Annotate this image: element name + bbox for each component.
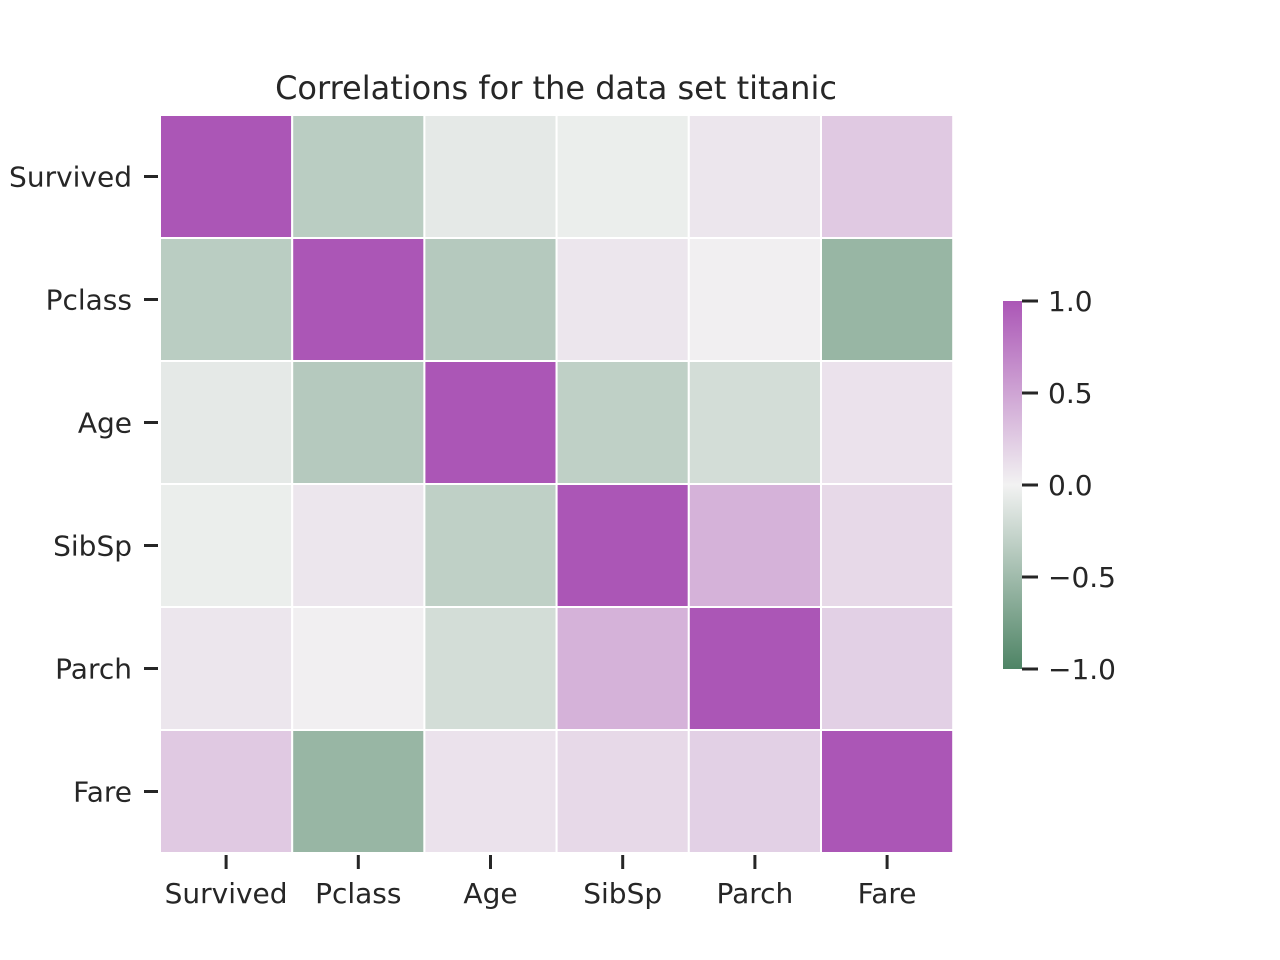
colorbar-gradient bbox=[1003, 301, 1022, 669]
y-tick-label-fare: Fare bbox=[73, 776, 132, 809]
x-tick-label-survived: Survived bbox=[165, 877, 288, 910]
heatmap-cell-survived-survived bbox=[159, 114, 294, 239]
y-tick-label-age: Age bbox=[78, 407, 132, 440]
y-tick-label-sibsp: SibSp bbox=[53, 530, 132, 563]
heatmap-cell-survived-parch bbox=[687, 114, 822, 239]
x-tick-label-sibsp: SibSp bbox=[583, 877, 662, 910]
heatmap-cell-sibsp-sibsp bbox=[555, 483, 690, 608]
heatmap-cell-pclass-pclass bbox=[291, 237, 426, 362]
y-axis: Survived Pclass Age SibSp Parch Fare bbox=[9, 161, 158, 809]
heatmap-cell-fare-survived bbox=[159, 729, 294, 854]
heatmap-cell-fare-parch bbox=[687, 729, 822, 854]
heatmap-cell-age-sibsp bbox=[555, 360, 690, 485]
heatmap-cell-pclass-parch bbox=[687, 237, 822, 362]
heatmap-cell-pclass-sibsp bbox=[555, 237, 690, 362]
heatmap-cell-sibsp-fare bbox=[820, 483, 955, 608]
heatmap-cell-age-survived bbox=[159, 360, 294, 485]
colorbar-tick-label: −0.5 bbox=[1048, 561, 1116, 594]
heatmap-cell-age-parch bbox=[687, 360, 822, 485]
heatmap-cell-fare-age bbox=[423, 729, 558, 854]
heatmap-cell-parch-age bbox=[423, 606, 558, 731]
heatmap-cell-fare-pclass bbox=[291, 729, 426, 854]
heatmap-cell-sibsp-age bbox=[423, 483, 558, 608]
heatmap-cell-age-age bbox=[423, 360, 558, 485]
x-tick-label-pclass: Pclass bbox=[315, 877, 401, 910]
heatmap-cell-parch-fare bbox=[820, 606, 955, 731]
heatmap-cell-survived-fare bbox=[820, 114, 955, 239]
heatmap-cell-fare-sibsp bbox=[555, 729, 690, 854]
heatmap-cell-age-pclass bbox=[291, 360, 426, 485]
y-tick-label-pclass: Pclass bbox=[46, 284, 132, 317]
heatmap-cell-pclass-survived bbox=[159, 237, 294, 362]
heatmap-cell-pclass-age bbox=[423, 237, 558, 362]
heatmap-cell-sibsp-survived bbox=[159, 483, 294, 608]
heatmap-cell-sibsp-parch bbox=[687, 483, 822, 608]
heatmap-cell-fare-fare bbox=[820, 729, 955, 854]
colorbar-tick-label: 1.0 bbox=[1048, 285, 1093, 318]
heatmap-cell-pclass-fare bbox=[820, 237, 955, 362]
x-tick-label-fare: Fare bbox=[858, 877, 917, 910]
colorbar-tick-label: 0.0 bbox=[1048, 469, 1093, 502]
chart-title: Correlations for the data set titanic bbox=[275, 69, 837, 107]
heatmap-cell-survived-pclass bbox=[291, 114, 426, 239]
heatmap-cell-survived-age bbox=[423, 114, 558, 239]
colorbar-tick-label: 0.5 bbox=[1048, 377, 1093, 410]
colorbar-tick-label: −1.0 bbox=[1048, 653, 1116, 686]
y-tick-label-survived: Survived bbox=[9, 161, 132, 194]
x-tick-label-parch: Parch bbox=[716, 877, 793, 910]
heatmap-cell-parch-pclass bbox=[291, 606, 426, 731]
heatmap-cell-parch-sibsp bbox=[555, 606, 690, 731]
heatmap-cell-parch-survived bbox=[159, 606, 294, 731]
heatmap-cell-survived-sibsp bbox=[555, 114, 690, 239]
heatmap-cell-sibsp-pclass bbox=[291, 483, 426, 608]
heatmap-cells bbox=[159, 114, 955, 854]
x-axis: Survived Pclass Age SibSp Parch Fare bbox=[165, 855, 917, 910]
x-tick-label-age: Age bbox=[463, 877, 517, 910]
heatmap-cell-age-fare bbox=[820, 360, 955, 485]
colorbar: 1.0 0.5 0.0 −0.5 −1.0 bbox=[1003, 285, 1116, 686]
y-tick-label-parch: Parch bbox=[55, 653, 132, 686]
heatmap-cell-parch-parch bbox=[687, 606, 822, 731]
